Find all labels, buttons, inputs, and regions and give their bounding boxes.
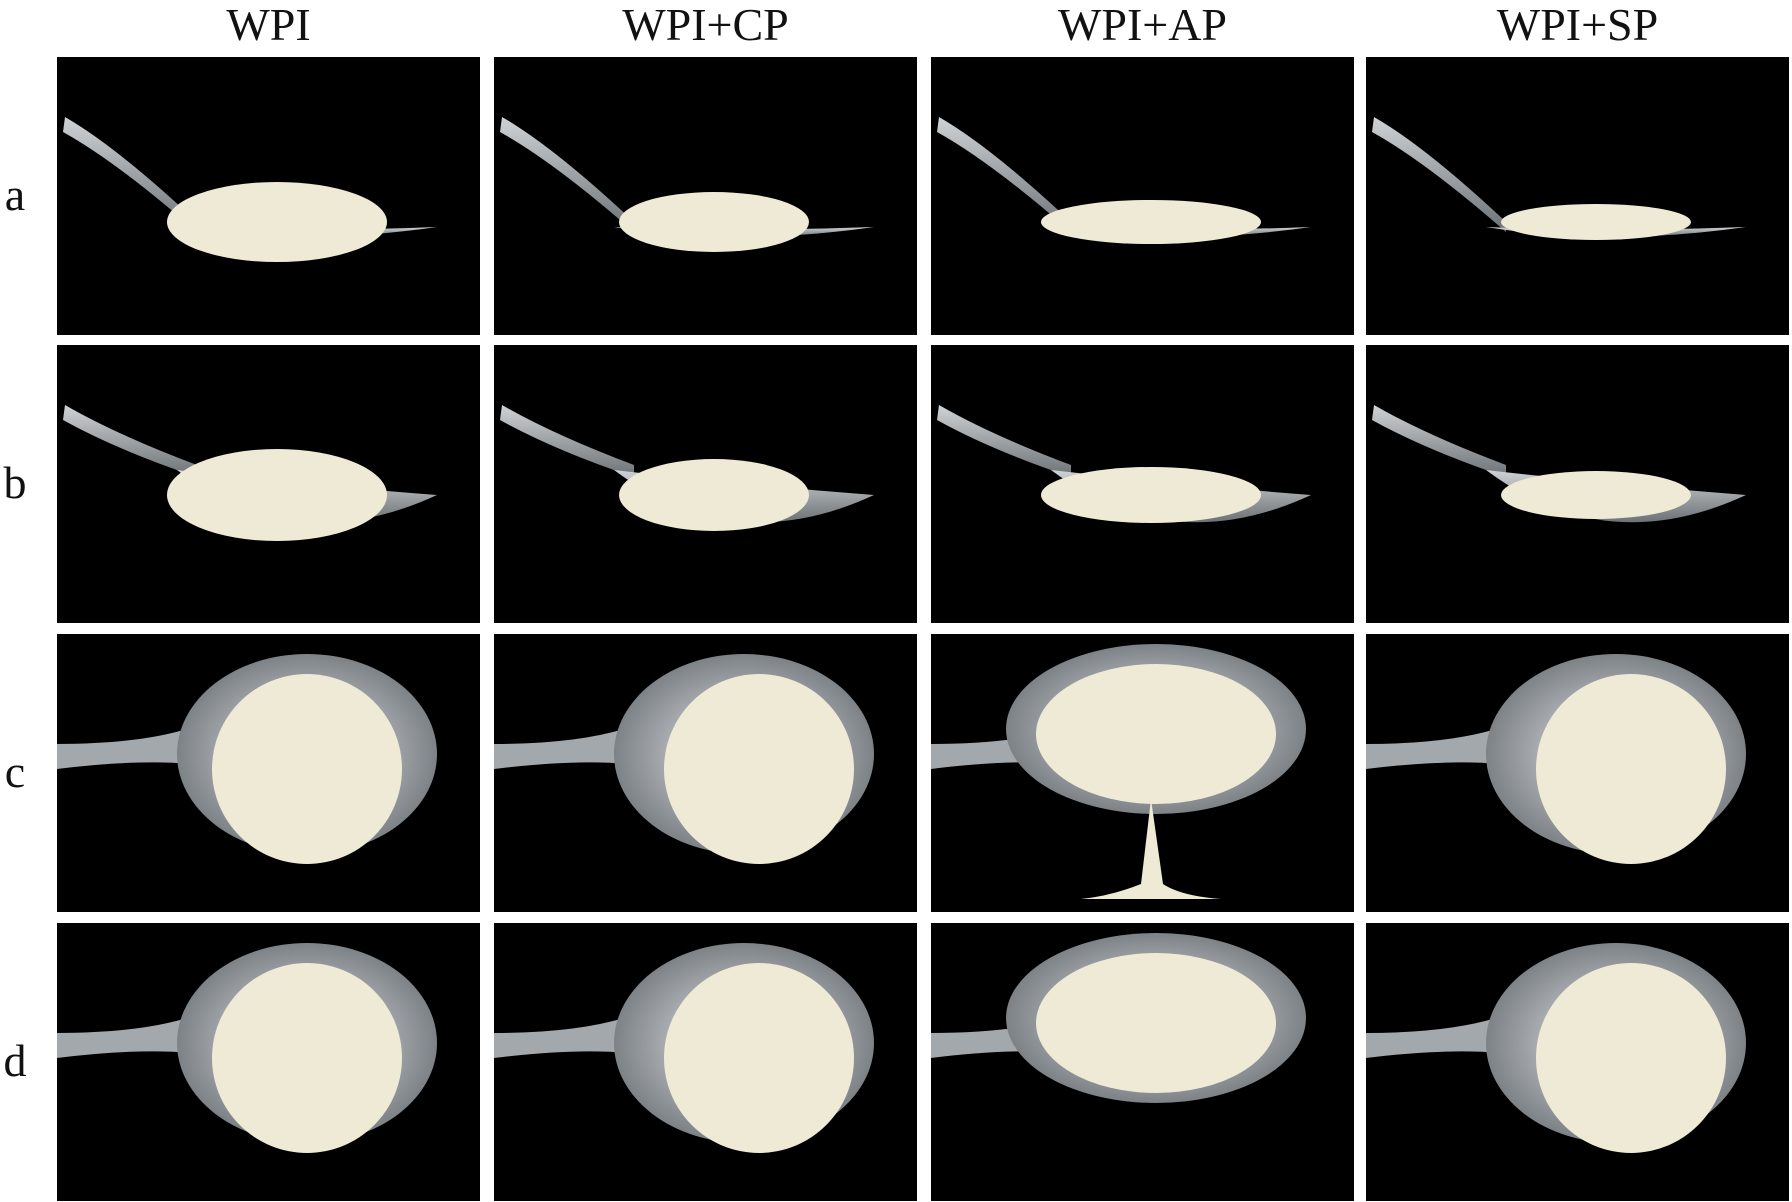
spoon-handle: [937, 405, 1071, 477]
sample: [167, 182, 387, 262]
photo-panel-b-4: [1366, 345, 1789, 623]
sample: [619, 192, 809, 252]
spoon-photo: [1366, 654, 1746, 864]
spoon-handle: [1372, 117, 1506, 232]
photo-panel-d-1: [57, 923, 480, 1201]
photo-panel-a-1: [57, 57, 480, 335]
sample: [1501, 471, 1691, 519]
spoon-photo: [63, 405, 437, 541]
spoon-photo: [57, 943, 437, 1153]
spoon-photo: [494, 943, 874, 1153]
spoon-photo: [494, 654, 874, 864]
sample: [619, 459, 809, 531]
spoon-photo: [1372, 405, 1746, 523]
sample: [1036, 664, 1276, 804]
spoon-photo: [931, 933, 1306, 1103]
spoon-handle: [937, 117, 1071, 232]
spoon-handle: [63, 117, 197, 232]
sample: [1036, 953, 1276, 1093]
spoon-photo: [57, 654, 437, 864]
spoon-handle: [57, 1018, 192, 1058]
column-label: WPI+CP: [622, 0, 789, 50]
sample: [664, 674, 854, 864]
spoon-handle: [500, 405, 634, 477]
row-label: d: [3, 1035, 27, 1086]
sample: [1501, 204, 1691, 240]
sample: [212, 963, 402, 1153]
spoon-handle: [1372, 405, 1506, 477]
spoon-photo: [500, 405, 874, 531]
row-label: b: [3, 457, 27, 508]
sample: [1536, 674, 1726, 864]
photo-panel-a-4: [1366, 57, 1789, 335]
sample-drip: [1081, 799, 1221, 899]
photo-panel-b-2: [494, 345, 917, 623]
photo-panel-b-3: [931, 345, 1354, 623]
sample: [664, 963, 854, 1153]
spoon-handle: [1366, 1018, 1501, 1058]
photo-panel-d-2: [494, 923, 917, 1201]
photo-panel-a-3: [931, 57, 1354, 335]
spoon-photo: [1366, 943, 1746, 1153]
column-label: WPI+SP: [1496, 0, 1659, 50]
photo-panel-c-3: [931, 634, 1354, 912]
spoon-photo: [63, 117, 437, 262]
sample: [212, 674, 402, 864]
photo-panel-c-2: [494, 634, 917, 912]
spoon-photo: [1372, 117, 1746, 240]
column-label: WPI: [226, 0, 311, 50]
spoon-handle: [494, 729, 629, 769]
photo-panel-c-4: [1366, 634, 1789, 912]
spoon-handle: [494, 1018, 629, 1058]
spoon-handle: [1366, 729, 1501, 769]
column-label: WPI+AP: [1057, 0, 1228, 50]
spoon-photo: [937, 117, 1311, 244]
spoon-handle: [63, 405, 197, 477]
spoon-handle: [57, 729, 192, 769]
sample: [1041, 467, 1261, 523]
photo-panel-d-4: [1366, 923, 1789, 1201]
spoon-handle: [500, 117, 634, 232]
row-label: a: [4, 169, 26, 220]
row-label: c: [4, 746, 26, 797]
sample: [1536, 963, 1726, 1153]
photo-panel-c-1: [57, 634, 480, 912]
photo-panel-d-3: [931, 923, 1354, 1201]
spoon-photo: [937, 405, 1311, 523]
photo-panel-a-2: [494, 57, 917, 335]
sample: [167, 449, 387, 541]
spoon-photo: [500, 117, 874, 252]
spoon-photo: [931, 644, 1306, 899]
sample: [1041, 200, 1261, 244]
photo-panel-b-1: [57, 345, 480, 623]
